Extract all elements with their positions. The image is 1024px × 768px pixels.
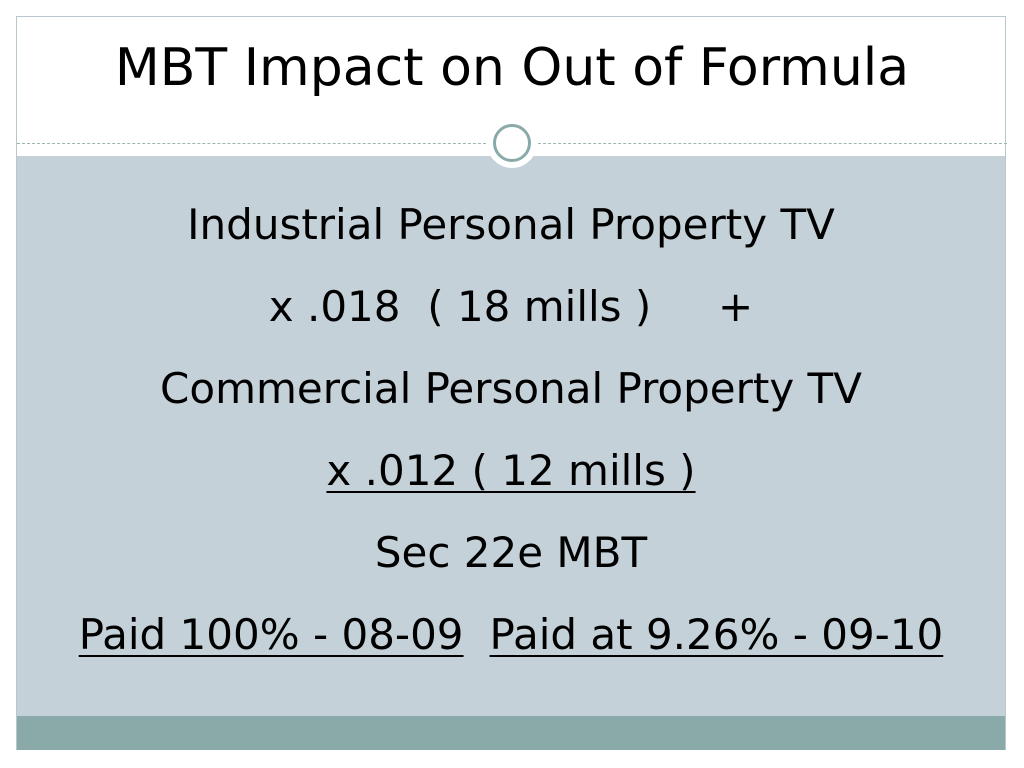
body-line: x .018 ( 18 mills ) +: [268, 282, 754, 331]
ring-ornament: [487, 118, 537, 168]
underlined-text: Paid 100% - 08-09: [78, 610, 464, 659]
underlined-text: x .012 ( 12 mills ): [326, 446, 696, 495]
title: MBT Impact on Out of Formula: [114, 38, 910, 98]
body-line: Commercial Personal Property TV: [160, 364, 862, 413]
footer-line: Paid 100% - 08-09 Paid at 9.26% - 09-10: [17, 594, 1005, 676]
body-line: Industrial Personal Property TV: [187, 200, 835, 249]
slide-frame: MBT Impact on Out of Formula Industrial …: [16, 16, 1007, 750]
content-area: Industrial Personal Property TV x .018 (…: [17, 156, 1005, 716]
body: Industrial Personal Property TV x .018 (…: [17, 184, 1005, 676]
underlined-text: Paid at 9.26% - 09-10: [489, 610, 944, 659]
body-line: x .012 ( 12 mills ): [17, 430, 1005, 512]
bottom-band: [17, 716, 1005, 750]
body-line: Sec 22e MBT: [374, 528, 648, 577]
